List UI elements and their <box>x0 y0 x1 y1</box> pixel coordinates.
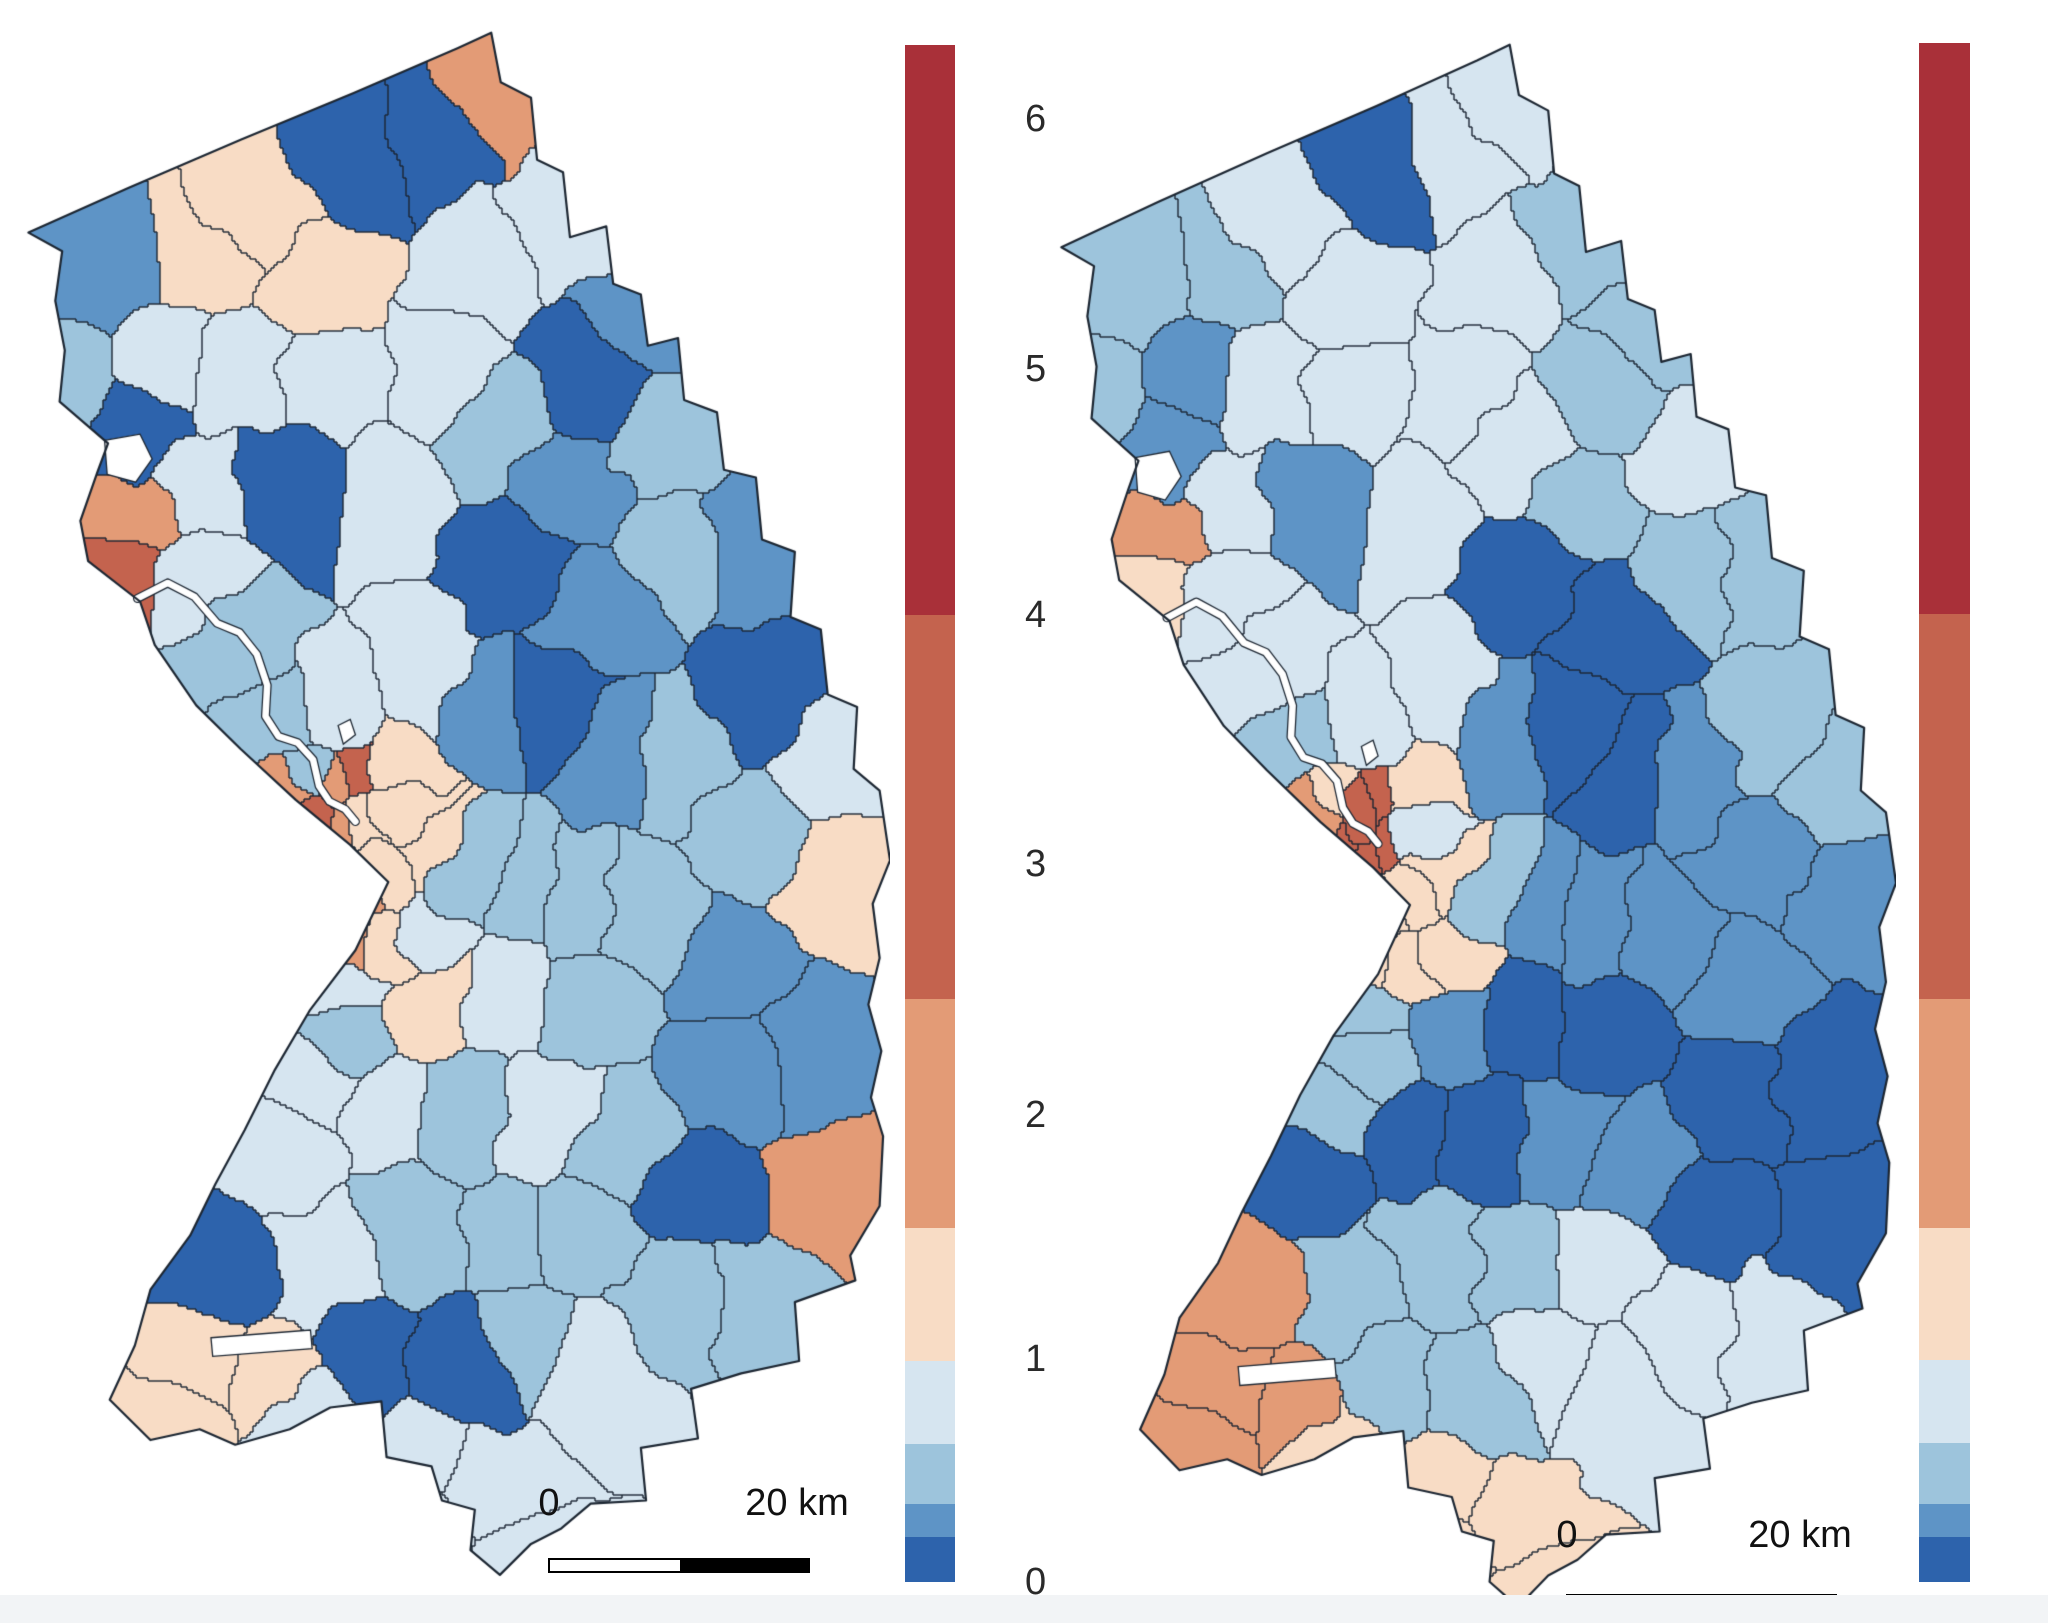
legend-color-segment <box>905 45 955 616</box>
legend-tick-label: 2 <box>1025 1093 1047 1136</box>
choropleth-map-right <box>1058 40 1896 1610</box>
legend-color-segment <box>1919 1537 1970 1582</box>
legend-color-segment <box>1919 613 1970 999</box>
legend-color-segment <box>1919 1443 1970 1504</box>
legend-tick-label: 6 <box>1025 97 1047 140</box>
legend-tick-label: 4 <box>1025 594 1047 637</box>
legend-color-segment <box>1919 1503 1970 1538</box>
legend-tick-label: 0 <box>1025 1561 1047 1603</box>
legend-color-segment <box>1919 998 1970 1229</box>
legend-tick-label: 1 <box>1025 1338 1047 1381</box>
scalebar-distance-label: 20 km <box>1748 1514 1852 1556</box>
scalebar-bar-white-half <box>550 1560 680 1571</box>
legend-color-segment <box>905 999 955 1229</box>
legend-color-segment <box>905 1360 955 1444</box>
scalebar-zero-label: 0 <box>538 1482 560 1524</box>
legend-tick-label: 5 <box>1025 348 1047 391</box>
legend-color-segment <box>1919 1228 1970 1361</box>
scalebar-left: 0 20 km <box>538 1484 849 1573</box>
legend-color-segment <box>905 1503 955 1538</box>
legend-color-segment <box>905 615 955 1000</box>
legend-color-segment <box>905 1228 955 1361</box>
legend-colorbar: 6 5 4 3 2 1 0 <box>905 45 1046 1601</box>
legend-color-segment <box>905 1537 955 1582</box>
legend-color-segment <box>905 1443 955 1504</box>
scalebar-zero-label: 0 <box>1556 1514 1578 1556</box>
scalebar-bar <box>548 1558 810 1573</box>
scalebar-bar-black-half <box>680 1560 808 1571</box>
scalebar-distance-label: 20 km <box>745 1482 849 1524</box>
legend-color-segment <box>1919 1360 1970 1444</box>
page-bottom-strip <box>0 1595 2048 1623</box>
legend-tick-label: 3 <box>1025 843 1047 886</box>
legend-color-segment <box>1919 43 1970 614</box>
choropleth-map-left <box>25 28 890 1578</box>
